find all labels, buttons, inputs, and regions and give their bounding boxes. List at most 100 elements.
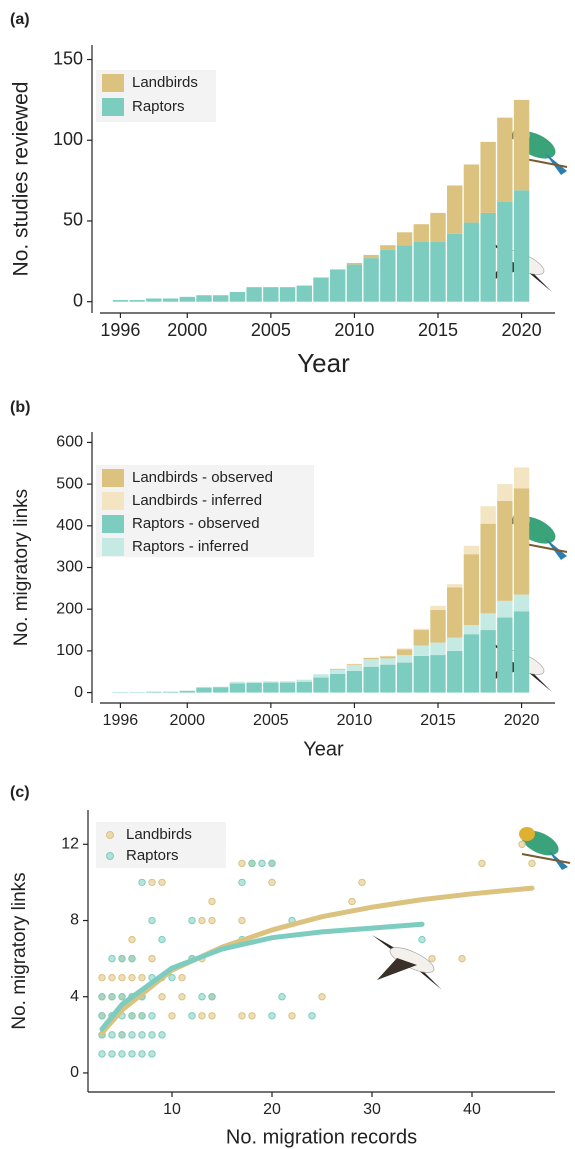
point: [138, 1050, 146, 1058]
point: [118, 1031, 126, 1039]
bar-segment: [330, 668, 346, 670]
bar-segment: [463, 164, 480, 223]
point: [98, 1050, 106, 1058]
point: [128, 935, 136, 944]
bar-segment: [463, 222, 480, 302]
panel-label: (a): [10, 11, 30, 28]
point: [108, 954, 116, 963]
legend-box: [96, 822, 226, 868]
point: [208, 993, 216, 1001]
bar-segment: [513, 467, 530, 489]
bar-segment: [413, 241, 429, 302]
point: [168, 1012, 176, 1020]
legend-label: Landbirds - inferred: [132, 492, 262, 509]
bee-eater-c: [519, 827, 571, 870]
point: [138, 878, 146, 887]
y-tick-label: 4: [70, 988, 79, 1005]
point: [198, 993, 206, 1001]
point: [128, 954, 136, 963]
bar-segment: [480, 141, 496, 213]
bar-segment: [129, 300, 145, 302]
point: [138, 1031, 146, 1039]
bar-segment: [447, 185, 463, 234]
point: [278, 993, 286, 1001]
bar-segment: [296, 679, 312, 682]
bar-segment: [396, 232, 413, 246]
x-tick-label: 2020: [502, 320, 542, 340]
point: [108, 1031, 116, 1039]
legend-label: Raptors - observed: [132, 515, 260, 532]
point: [458, 954, 466, 963]
bar-segment: [513, 611, 530, 693]
point: [188, 1012, 196, 1020]
point: [178, 973, 186, 982]
y-tick-label: 12: [61, 836, 79, 853]
y-axis-label: No. migratory links: [9, 872, 30, 1029]
point: [178, 993, 186, 1001]
bar-segment: [112, 300, 129, 302]
bar-segment: [480, 212, 496, 302]
point: [348, 897, 356, 906]
y-tick-label: 600: [56, 434, 83, 451]
point: [98, 993, 106, 1001]
point: [148, 1050, 156, 1058]
bar-segment: [497, 117, 513, 202]
point: [238, 859, 246, 868]
point: [98, 973, 106, 982]
bar-segment: [363, 666, 379, 693]
point: [158, 1031, 166, 1039]
panel: (b) 0 100 200 300 400 500 600 1996 2000 2005 2010 20…: [10, 399, 555, 760]
bar-segment: [229, 292, 246, 302]
bar-segment: [196, 687, 212, 693]
bar-segment: [430, 610, 446, 643]
panel: (a) 0 50 100 150 1996 2000 2005 2010 2015 2020 Year…: [10, 11, 555, 378]
point: [248, 859, 256, 868]
point: [128, 1050, 136, 1058]
y-tick-label: 0: [70, 1064, 79, 1081]
x-tick-label: 2015: [418, 320, 458, 340]
bar-segment: [497, 201, 513, 302]
legend-swatch: [102, 98, 124, 116]
bar-segment: [313, 674, 329, 678]
bar-segment: [413, 630, 429, 646]
point: [528, 859, 536, 868]
bar-segment: [380, 658, 396, 665]
bar-segment: [346, 664, 363, 666]
point: [238, 878, 246, 887]
point: [108, 993, 116, 1001]
bar-segment: [279, 681, 296, 683]
x-tick-label: 2015: [420, 712, 456, 729]
bar-segment: [330, 673, 346, 693]
bar-segment: [246, 287, 262, 302]
bar-segment: [263, 287, 279, 302]
x-axis-label: Year: [303, 738, 344, 760]
bar-segment: [513, 190, 530, 302]
legend-label: Raptors - inferred: [132, 538, 249, 555]
raptor-c: [372, 935, 442, 990]
x-tick-label: 20: [263, 1101, 281, 1118]
point: [158, 878, 166, 887]
bar-segment: [497, 484, 513, 501]
point: [148, 954, 156, 963]
point: [418, 935, 426, 944]
point: [208, 897, 216, 906]
legend-swatch: [102, 469, 124, 487]
point: [208, 916, 216, 925]
bar-segment: [246, 682, 262, 693]
bar-segment: [396, 649, 413, 656]
legend-swatch: [106, 831, 114, 839]
point: [288, 1012, 296, 1020]
bar-segment: [263, 682, 279, 693]
bar-segment: [313, 277, 329, 302]
y-tick-label: 300: [56, 559, 83, 576]
bar-segment: [463, 545, 480, 555]
point: [138, 973, 146, 982]
y-tick-label: 0: [73, 290, 83, 310]
x-tick-label: 2005: [251, 320, 291, 340]
bar-segment: [313, 677, 329, 693]
bar-segment: [447, 587, 463, 638]
point: [128, 973, 136, 982]
point: [148, 916, 156, 925]
bar-segment: [162, 691, 179, 693]
x-tick-label: 40: [463, 1101, 481, 1118]
